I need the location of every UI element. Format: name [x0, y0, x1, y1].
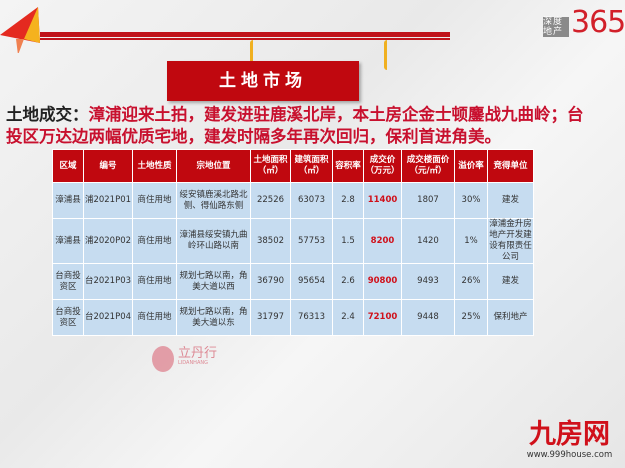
- hanging-rod-line: [40, 38, 450, 40]
- table-cell: 商住用地: [132, 263, 177, 300]
- table-cell: 95654: [290, 263, 333, 300]
- paper-plane-icon: [0, 7, 40, 53]
- table-cell: 规划七路以南，角美大道以东: [176, 299, 251, 336]
- table-cell: 57753: [290, 218, 333, 264]
- table-cell: 2.6: [332, 263, 364, 300]
- column-header: 土地性质: [132, 149, 177, 183]
- table-cell: 31797: [250, 299, 291, 336]
- hook-left: [250, 40, 256, 70]
- table-cell: 63073: [290, 182, 333, 219]
- table-cell: 72100: [363, 299, 402, 336]
- table-cell: 台2021P04: [83, 299, 133, 336]
- table-row: 漳浦县 浦2021P01 商住用地 绥安镇鹿溪北路北侧、得仙路东侧 22526 63073…: [52, 182, 534, 219]
- table-cell: 漳浦县: [52, 218, 84, 264]
- table-cell: 1.5: [332, 218, 364, 264]
- section-title-banner: 土地市场: [167, 61, 359, 101]
- logo-365: 深度地产 365: [543, 5, 625, 40]
- table-header: 区域 编号 土地性质 宗地位置 土地面积（㎡） 建筑面积（㎡） 容积率 成交价（万元） 成交楼面…: [52, 149, 534, 183]
- table-cell: 25%: [454, 299, 488, 336]
- table-cell: 2.4: [332, 299, 364, 336]
- table-cell: 建发: [487, 263, 534, 300]
- table-row: 漳浦县 浦2020P02 商住用地 漳浦县绥安镇九曲岭环山路以南 38502 57753 1…: [52, 218, 534, 264]
- table-cell: 1%: [454, 218, 488, 264]
- table-cell: 9448: [401, 299, 455, 336]
- hook-right: [384, 40, 390, 70]
- table-cell: 90800: [363, 263, 402, 300]
- column-header: 区域: [52, 149, 84, 183]
- table-row: 台商投资区 台2021P03 商住用地 规划七路以南，角美大道以西 36790 95654…: [52, 263, 534, 300]
- column-header: 容积率: [332, 149, 364, 183]
- table-cell: 1420: [401, 218, 455, 264]
- land-deals-table: 区域 编号 土地性质 宗地位置 土地面积（㎡） 建筑面积（㎡） 容积率 成交价（万元） 成交楼面…: [52, 149, 534, 336]
- table-cell: 38502: [250, 218, 291, 264]
- table-cell: 76313: [290, 299, 333, 336]
- table-cell: 26%: [454, 263, 488, 300]
- table-cell: 36790: [250, 263, 291, 300]
- table-cell: 漳浦县绥安镇九曲岭环山路以南: [176, 218, 251, 264]
- table-cell: 浦2021P01: [83, 182, 133, 219]
- column-header: 编号: [83, 149, 133, 183]
- table-cell: 商住用地: [132, 299, 177, 336]
- column-header: 竞得单位: [487, 149, 534, 183]
- watermark-icon: [152, 346, 174, 372]
- headline: 土地成交：漳浦迎来土拍，建发进驻鹿溪北岸，本土房企金士顿鏖战九曲岭；台投区万达边…: [6, 104, 596, 148]
- table-cell: 台商投资区: [52, 263, 84, 300]
- table-cell: 商住用地: [132, 218, 177, 264]
- table-cell: 30%: [454, 182, 488, 219]
- headline-text: 漳浦迎来土拍，建发进驻鹿溪北岸，本土房企金士顿鏖战九曲岭；台投区万达边两幅优质宅…: [6, 105, 584, 146]
- table-cell: 台商投资区: [52, 299, 84, 336]
- table-cell: 9493: [401, 263, 455, 300]
- column-header: 宗地位置: [176, 149, 251, 183]
- table-cell: 漳浦金升房地产开发建设有限责任公司: [487, 218, 534, 264]
- table-cell: 台2021P03: [83, 263, 133, 300]
- table-cell: 漳浦县: [52, 182, 84, 219]
- hanging-rod: [40, 32, 450, 37]
- table-cell: 商住用地: [132, 182, 177, 219]
- table-cell: 11400: [363, 182, 402, 219]
- table-cell: 绥安镇鹿溪北路北侧、得仙路东侧: [176, 182, 251, 219]
- table-cell: 浦2020P02: [83, 218, 133, 264]
- watermark-lidanhang: 立丹行 LIDANHANG: [152, 342, 252, 378]
- table-cell: 1807: [401, 182, 455, 219]
- column-header: 建筑面积（㎡）: [290, 149, 333, 183]
- site-logo: 九房网 www.999house.com: [526, 419, 613, 461]
- table-cell: 8200: [363, 218, 402, 264]
- table-cell: 2.8: [332, 182, 364, 219]
- table-cell: 22526: [250, 182, 291, 219]
- column-header: 成交楼面价（元/㎡）: [401, 149, 455, 183]
- headline-label: 土地成交：: [6, 105, 89, 124]
- table-cell: 保利地产: [487, 299, 534, 336]
- column-header: 溢价率: [454, 149, 488, 183]
- column-header: 土地面积（㎡）: [250, 149, 291, 183]
- table-cell: 规划七路以南，角美大道以西: [176, 263, 251, 300]
- table-row: 台商投资区 台2021P04 商住用地 规划七路以南，角美大道以东 31797 76313…: [52, 299, 534, 336]
- table-cell: 建发: [487, 182, 534, 219]
- column-header: 成交价（万元）: [363, 149, 402, 183]
